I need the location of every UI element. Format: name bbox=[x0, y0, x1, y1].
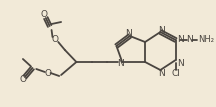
Text: N: N bbox=[125, 30, 132, 39]
Text: N: N bbox=[117, 59, 124, 68]
Text: N: N bbox=[158, 25, 165, 34]
Text: N: N bbox=[178, 34, 184, 44]
Text: O: O bbox=[52, 36, 59, 45]
Text: N: N bbox=[186, 36, 192, 45]
Text: NH₂: NH₂ bbox=[199, 36, 214, 45]
Text: N: N bbox=[178, 59, 184, 68]
Text: N: N bbox=[158, 68, 165, 77]
Text: O: O bbox=[40, 10, 48, 19]
Text: O: O bbox=[19, 76, 26, 85]
Text: O: O bbox=[44, 68, 51, 77]
Text: Cl: Cl bbox=[171, 68, 180, 77]
